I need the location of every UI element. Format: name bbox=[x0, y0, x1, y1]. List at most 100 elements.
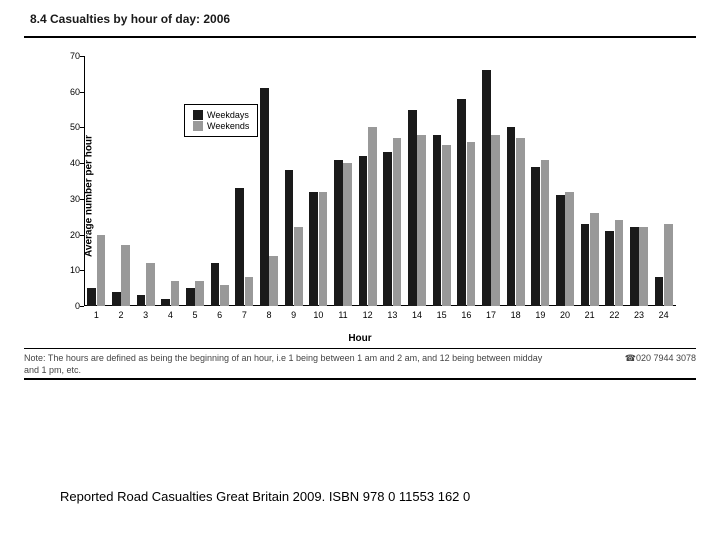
y-tick-mark bbox=[80, 235, 84, 236]
x-tick-label: 11 bbox=[338, 310, 347, 320]
bar-weekends-23 bbox=[639, 227, 648, 306]
bar-weekdays-1 bbox=[87, 288, 96, 306]
divider-top bbox=[24, 36, 696, 38]
bar-weekends-11 bbox=[343, 163, 352, 306]
phone-icon: ☎ bbox=[625, 353, 636, 363]
y-tick-label: 20 bbox=[62, 230, 80, 240]
bar-weekends-10 bbox=[319, 192, 328, 306]
bar-weekdays-10 bbox=[309, 192, 318, 306]
x-axis-label: Hour bbox=[348, 333, 371, 344]
bar-weekends-5 bbox=[195, 281, 204, 306]
bar-weekdays-16 bbox=[457, 99, 466, 306]
y-tick-label: 40 bbox=[62, 158, 80, 168]
bar-weekdays-4 bbox=[161, 299, 170, 306]
x-tick-label: 1 bbox=[94, 310, 99, 320]
y-tick-label: 70 bbox=[62, 51, 80, 61]
bar-weekdays-6 bbox=[211, 263, 220, 306]
x-tick-label: 8 bbox=[266, 310, 271, 320]
bar-weekdays-11 bbox=[334, 160, 343, 306]
note-text: Note: The hours are defined as being the… bbox=[24, 353, 544, 376]
x-tick-label: 22 bbox=[609, 310, 619, 320]
bar-weekends-15 bbox=[442, 145, 451, 306]
x-tick-label: 17 bbox=[486, 310, 496, 320]
x-tick-label: 23 bbox=[634, 310, 644, 320]
x-tick-label: 13 bbox=[387, 310, 397, 320]
bar-weekends-14 bbox=[417, 135, 426, 306]
bar-weekends-2 bbox=[121, 245, 130, 306]
bar-weekends-4 bbox=[171, 281, 180, 306]
bar-weekdays-22 bbox=[605, 231, 614, 306]
x-tick-label: 14 bbox=[412, 310, 422, 320]
bar-weekends-13 bbox=[393, 138, 402, 306]
bar-weekends-17 bbox=[491, 135, 500, 306]
y-tick-mark bbox=[80, 127, 84, 128]
bar-weekdays-8 bbox=[260, 88, 269, 306]
bar-weekdays-5 bbox=[186, 288, 195, 306]
x-tick-label: 21 bbox=[585, 310, 595, 320]
y-tick-label: 0 bbox=[62, 301, 80, 311]
bar-weekends-20 bbox=[565, 192, 574, 306]
bar-weekdays-7 bbox=[235, 188, 244, 306]
bar-weekends-3 bbox=[146, 263, 155, 306]
bar-weekends-1 bbox=[97, 235, 106, 306]
bar-weekends-12 bbox=[368, 127, 377, 306]
bar-weekdays-20 bbox=[556, 195, 565, 306]
bar-weekdays-9 bbox=[285, 170, 294, 306]
bar-weekends-21 bbox=[590, 213, 599, 306]
y-tick-label: 60 bbox=[62, 87, 80, 97]
x-tick-label: 4 bbox=[168, 310, 173, 320]
chart-area: Average number per hour WeekdaysWeekends… bbox=[24, 46, 696, 346]
x-tick-label: 24 bbox=[659, 310, 669, 320]
legend-swatch bbox=[193, 110, 203, 120]
x-tick-label: 19 bbox=[535, 310, 545, 320]
divider-mid bbox=[24, 348, 696, 349]
bar-weekends-9 bbox=[294, 227, 303, 306]
bar-weekdays-23 bbox=[630, 227, 639, 306]
x-tick-label: 16 bbox=[461, 310, 471, 320]
y-tick-mark bbox=[80, 199, 84, 200]
x-tick-label: 5 bbox=[192, 310, 197, 320]
bar-weekends-24 bbox=[664, 224, 673, 306]
legend-item-weekdays: Weekdays bbox=[193, 110, 249, 120]
bar-weekends-18 bbox=[516, 138, 525, 306]
plot-region: WeekdaysWeekends 12345678910111213141516… bbox=[84, 56, 676, 306]
y-axis-line bbox=[84, 56, 85, 306]
y-tick-label: 10 bbox=[62, 265, 80, 275]
x-tick-label: 15 bbox=[437, 310, 447, 320]
divider-bottom bbox=[24, 378, 696, 380]
x-tick-label: 6 bbox=[217, 310, 222, 320]
bar-weekdays-18 bbox=[507, 127, 516, 306]
legend-swatch bbox=[193, 121, 203, 131]
bar-weekends-22 bbox=[615, 220, 624, 306]
y-tick-mark bbox=[80, 92, 84, 93]
y-tick-label: 50 bbox=[62, 122, 80, 132]
bar-weekdays-21 bbox=[581, 224, 590, 306]
bar-weekdays-12 bbox=[359, 156, 368, 306]
source-caption: Reported Road Casualties Great Britain 2… bbox=[60, 489, 470, 504]
x-tick-label: 3 bbox=[143, 310, 148, 320]
legend-label: Weekdays bbox=[207, 110, 249, 120]
bar-weekdays-17 bbox=[482, 70, 491, 306]
bar-weekends-8 bbox=[269, 256, 278, 306]
x-tick-label: 18 bbox=[511, 310, 521, 320]
y-tick-mark bbox=[80, 56, 84, 57]
x-tick-label: 7 bbox=[242, 310, 247, 320]
x-tick-label: 2 bbox=[118, 310, 123, 320]
x-tick-label: 10 bbox=[313, 310, 323, 320]
bar-weekends-16 bbox=[467, 142, 476, 306]
x-tick-label: 9 bbox=[291, 310, 296, 320]
chart-title: 8.4 Casualties by hour of day: 2006 bbox=[30, 12, 230, 26]
y-tick-mark bbox=[80, 306, 84, 307]
bar-weekdays-13 bbox=[383, 152, 392, 306]
note-row: Note: The hours are defined as being the… bbox=[24, 353, 696, 376]
x-tick-label: 12 bbox=[363, 310, 373, 320]
phone-number: 020 7944 3078 bbox=[636, 353, 696, 363]
y-tick-mark bbox=[80, 270, 84, 271]
bar-weekdays-19 bbox=[531, 167, 540, 306]
legend-label: Weekends bbox=[207, 121, 249, 131]
bar-weekdays-15 bbox=[433, 135, 442, 306]
legend-item-weekends: Weekends bbox=[193, 121, 249, 131]
bar-weekdays-14 bbox=[408, 110, 417, 306]
bar-weekdays-3 bbox=[137, 295, 146, 306]
legend-box: WeekdaysWeekends bbox=[184, 104, 258, 137]
